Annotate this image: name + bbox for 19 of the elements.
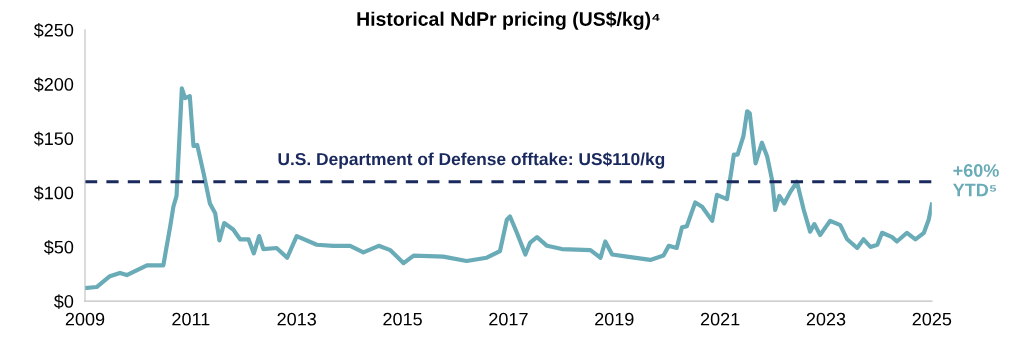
y-tick-label: $0: [53, 294, 74, 309]
x-tick-label: 2015: [383, 312, 422, 326]
x-tick-label: 2009: [65, 312, 105, 326]
y-tick-label: $50: [43, 240, 74, 255]
x-tick-label: 2013: [277, 312, 316, 326]
line-series: [84, 86, 932, 291]
y-tick-label: $100: [33, 185, 74, 201]
ref-line-label: U.S. Department of Defense offtake: US$110/kg: [278, 152, 665, 169]
y-tick-label: $250: [33, 23, 74, 38]
x-tick-label: 2023: [806, 312, 846, 326]
x-tick-label: 2011: [172, 312, 210, 326]
x-tick-label: 2019: [595, 312, 634, 326]
x-tick-label: 2017: [489, 312, 528, 326]
annotation: +60% YTD⁵: [952, 164, 999, 197]
chart-title: Historical NdPr pricing (US$/kg)⁴: [357, 11, 660, 30]
x-tick-label: 2021: [700, 312, 740, 326]
y-tick-label: $200: [33, 77, 74, 92]
x-tick-label: 2025: [912, 312, 952, 326]
y-tick-label: $150: [33, 131, 74, 147]
